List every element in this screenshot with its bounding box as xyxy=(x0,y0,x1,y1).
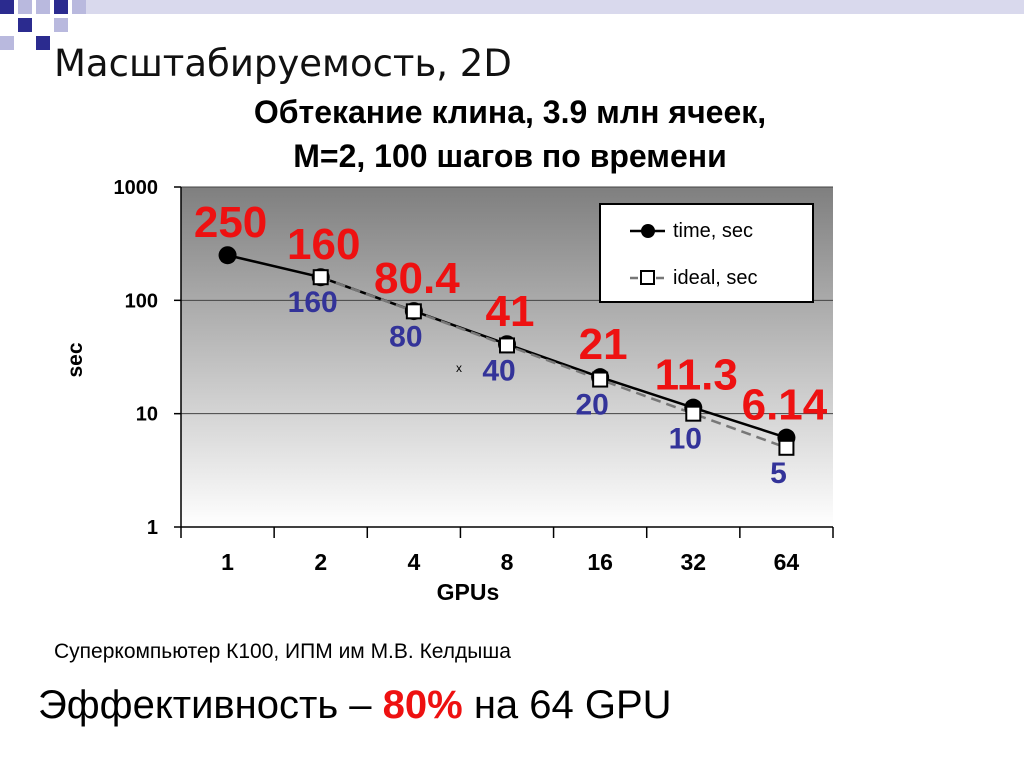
chart-title: Обтекание клина, 3.9 млн ячеек, M=2, 100… xyxy=(180,90,840,178)
legend: time, sec ideal, sec xyxy=(599,203,814,303)
y-tick-label: 1 xyxy=(147,517,158,539)
data-label-time: 11.3 xyxy=(655,351,738,400)
y-axis-label: sec xyxy=(64,342,87,377)
data-label-ideal: 40 xyxy=(482,354,515,387)
decoration-square xyxy=(18,18,32,32)
y-tick-label: 1000 xyxy=(114,177,159,199)
axes xyxy=(174,186,834,538)
data-point-ideal xyxy=(405,303,422,320)
data-label-time: 160 xyxy=(287,220,360,269)
data-point-ideal xyxy=(778,439,795,456)
x-axis-label: GPUs xyxy=(437,579,500,605)
x-tick-label: 2 xyxy=(314,549,327,575)
scaling-chart: 1 10 100 1000 1 2 4 8 16 32 64 sec GPUs 250 160 80.… xyxy=(64,177,834,605)
y-tick-label: 10 xyxy=(136,404,158,426)
data-label-time: 80.4 xyxy=(374,254,460,303)
data-label-ideal: 20 xyxy=(575,389,608,422)
efficiency-prefix: Эффективность – xyxy=(38,683,383,727)
x-tick-label: 1 xyxy=(221,549,234,575)
efficiency-suffix: на 64 GPU xyxy=(462,683,672,727)
legend-time-label: time, sec xyxy=(673,220,753,242)
data-point-ideal xyxy=(592,371,609,388)
efficiency-value: 80% xyxy=(382,683,463,727)
series-line-ideal xyxy=(320,276,787,449)
legend-ideal-marker xyxy=(640,270,655,285)
chart-title-line-2: M=2, 100 шагов по времени xyxy=(293,138,727,174)
decoration-square xyxy=(54,18,68,32)
legend-box xyxy=(599,203,814,303)
data-point-time xyxy=(218,246,237,265)
x-tick-label: 64 xyxy=(774,549,800,575)
slide-decoration xyxy=(0,0,1024,50)
x-tick-label: 16 xyxy=(587,549,613,575)
efficiency-statement: Эффективность – 80% на 64 GPU xyxy=(38,683,672,728)
decoration-square xyxy=(18,0,32,14)
legend-time-marker xyxy=(641,224,655,238)
source-note: Суперкомпьютер К100, ИПМ им М.В. Келдыша xyxy=(54,640,511,663)
data-point-ideal xyxy=(685,405,702,422)
legend-ideal-label: ideal, sec xyxy=(673,267,758,289)
decoration-square xyxy=(0,0,14,14)
data-label-ideal: 160 xyxy=(288,286,338,319)
x-tick-label: 4 xyxy=(407,549,420,575)
x-tick-label: 32 xyxy=(680,549,706,575)
data-label-time: 250 xyxy=(194,198,267,247)
decoration-square xyxy=(54,0,68,14)
x-tick-labels: 1 2 4 8 16 32 64 xyxy=(221,549,799,575)
chart-title-line-1: Обтекание клина, 3.9 млн ячеек, xyxy=(253,94,767,130)
y-tick-labels: 1 10 100 1000 xyxy=(114,177,159,539)
data-label-ideal: 10 xyxy=(669,423,702,456)
decoration-square xyxy=(36,36,50,50)
data-label-time: 41 xyxy=(486,287,535,336)
data-point-ideal xyxy=(499,337,515,354)
y-tick-label: 100 xyxy=(125,290,158,312)
x-tick-label: 8 xyxy=(501,549,514,575)
decoration-square xyxy=(72,0,86,14)
data-labels: 250 160 80.4 41 21 11.36.14 160 80 40 20 10 5 xyxy=(194,198,828,490)
slide-title: Масштабируемость, 2D xyxy=(54,42,512,85)
decoration-bar xyxy=(86,0,1024,14)
data-label-time: 21 xyxy=(579,320,628,369)
data-label-time: 6.14 xyxy=(742,381,828,430)
decoration-square xyxy=(36,0,50,14)
data-label-ideal: 5 xyxy=(770,457,787,490)
series-markers xyxy=(218,246,796,456)
data-point-ideal xyxy=(312,269,329,286)
data-label-ideal: 80 xyxy=(389,320,422,353)
decoration-square xyxy=(0,36,14,50)
annotation-x: x xyxy=(456,361,462,375)
